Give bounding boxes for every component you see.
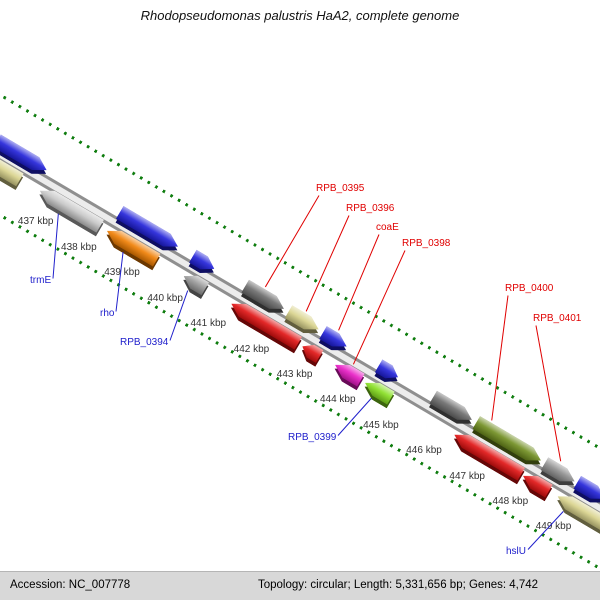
accession-text: Accession: NC_007778	[10, 579, 131, 591]
page-title: Rhodopseudomonas palustris HaA2, complet…	[140, 8, 460, 23]
gene-label-hslU[interactable]: hslU	[506, 546, 527, 557]
gene-label-RPB_0399[interactable]: RPB_0399	[288, 432, 337, 443]
ruler-tick-label: 449 kbp	[535, 521, 572, 533]
gene-label-RPB_0394[interactable]: RPB_0394	[120, 337, 169, 348]
ruler-tick-label: 440 kbp	[147, 292, 183, 304]
ruler-tick-label: 439 kbp	[104, 267, 140, 279]
ruler-tick-label: 437 kbp	[17, 216, 54, 228]
ruler-tick-label: 438 kbp	[61, 241, 97, 253]
gene-label-RPB_0396[interactable]: RPB_0396	[346, 203, 395, 214]
ruler-tick-label: 446 kbp	[406, 445, 442, 457]
ruler-tick-label: 447 kbp	[449, 470, 485, 482]
gene-label-trmE[interactable]: trmE	[30, 275, 52, 286]
gene-label-line-RPB_0400	[491, 294, 509, 421]
gene-label-RPB_0395[interactable]: RPB_0395	[316, 183, 365, 194]
gene-label-coaE[interactable]: coaE	[376, 222, 399, 233]
gene-label-line-RPB_0395	[264, 194, 320, 288]
ruler-tick-label: 442 kbp	[233, 343, 270, 355]
gene-label-RPB_0398[interactable]: RPB_0398	[402, 238, 451, 249]
ruler-tick-label: 448 kbp	[492, 496, 529, 508]
ruler-tick-label: 441 kbp	[190, 318, 227, 330]
gene-label-RPB_0401[interactable]: RPB_0401	[533, 313, 582, 324]
ruler-tick-label: 445 kbp	[363, 419, 399, 431]
topology-text: Topology: circular; Length: 5,331,656 bp…	[258, 579, 539, 591]
gene-label-RPB_0400[interactable]: RPB_0400	[505, 283, 554, 294]
ruler-tick-label: 443 kbp	[276, 368, 313, 380]
ruler-tick-label: 444 kbp	[319, 394, 356, 406]
status-bar: Accession: NC_007778 Topology: circular;…	[0, 571, 600, 600]
genome-backbone	[0, 131, 600, 589]
gene-label-rho[interactable]: rho	[100, 308, 115, 319]
gene-label-line-RPB_0401	[535, 324, 562, 462]
